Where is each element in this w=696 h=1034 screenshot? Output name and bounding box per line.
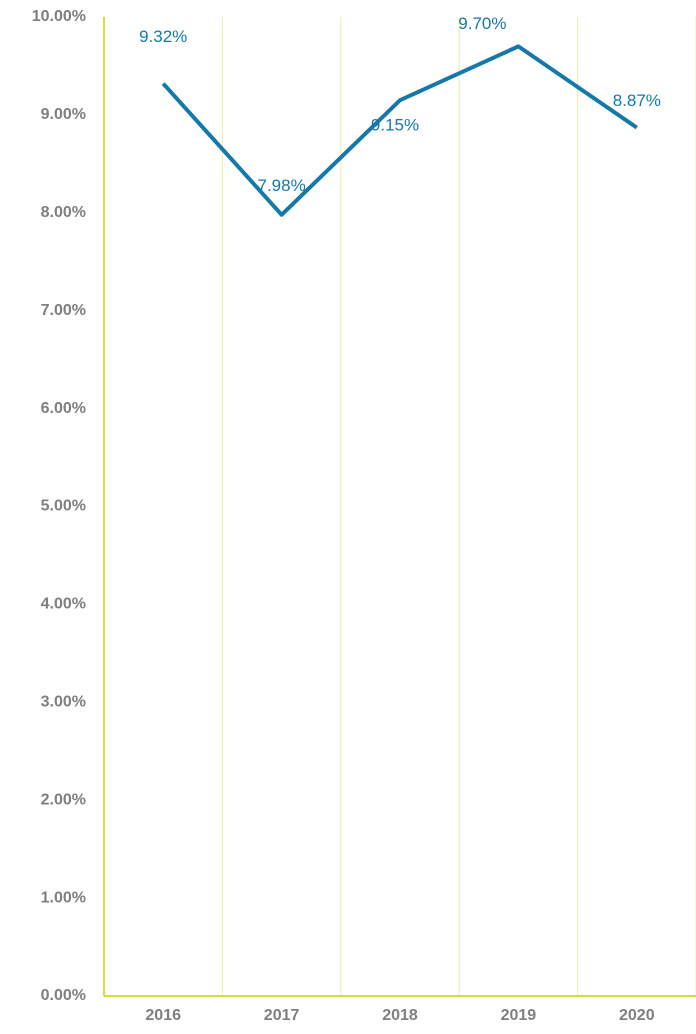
line xyxy=(161,44,638,217)
y-tick-label: 5.00% xyxy=(41,498,86,515)
y-tick-label: 7.00% xyxy=(41,302,86,319)
data-label: 8.87% xyxy=(613,91,661,110)
x-tick-label: 2016 xyxy=(145,1007,181,1024)
y-tick-label: 3.00% xyxy=(41,694,86,711)
x-tick-label: 2018 xyxy=(382,1007,418,1024)
y-tick-label: 8.00% xyxy=(41,204,86,221)
y-tick-label: 6.00% xyxy=(41,400,86,417)
data-label: 9.15% xyxy=(371,116,419,135)
x-tick-label: 2020 xyxy=(619,1007,655,1024)
x-tick-label: 2019 xyxy=(501,1007,537,1024)
y-tick-label: 9.00% xyxy=(41,106,86,123)
x-tick-label: 2017 xyxy=(264,1007,300,1024)
data-label: 7.98% xyxy=(257,176,305,195)
y-tick-label: 2.00% xyxy=(41,791,86,808)
y-tick-label: 10.00% xyxy=(32,8,86,25)
y-tick-label: 1.00% xyxy=(41,889,86,906)
data-label: 9.70% xyxy=(458,14,506,33)
y-tick-label: 0.00% xyxy=(41,987,86,1004)
y-tick-label: 4.00% xyxy=(41,596,86,613)
data-label: 9.32% xyxy=(139,27,187,46)
